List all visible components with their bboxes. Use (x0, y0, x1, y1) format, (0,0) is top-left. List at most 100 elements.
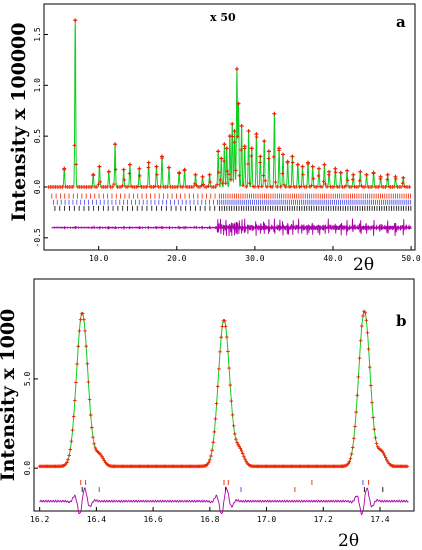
y-tick-label: 1.0 (33, 78, 42, 93)
observed-peak-point (258, 154, 263, 159)
observed-point (261, 173, 266, 178)
observed-peak-point (177, 170, 182, 175)
observed-peak-point (364, 172, 369, 177)
observed-peak-point (227, 134, 232, 139)
observed-point (289, 184, 293, 189)
observed-peak-point (216, 149, 221, 154)
observed-point (230, 413, 235, 417)
observed-peak-point (113, 142, 118, 147)
observed-peak-point (106, 169, 111, 174)
y-tick-label: 1.5 (33, 27, 42, 42)
observed-point (105, 185, 109, 189)
observed-peak-point (401, 175, 406, 180)
observed-point (347, 459, 352, 464)
observed-point (94, 185, 99, 189)
observed-point (144, 185, 149, 189)
observed-point (96, 182, 101, 187)
panel-a-plot-area (46, 18, 412, 237)
observed-point (66, 457, 70, 462)
panel-b-letter: b (396, 312, 407, 330)
observed-point (227, 366, 231, 370)
observed-point (215, 384, 220, 389)
observed-peak-point (121, 167, 126, 172)
observed-peak-point (91, 172, 96, 177)
calculated-profile (39, 310, 409, 467)
observed-peak-point (277, 146, 282, 151)
observed-point (112, 182, 116, 186)
observed-point (282, 183, 286, 187)
observed-point (357, 356, 362, 360)
observed-point (297, 185, 302, 189)
observed-point (266, 156, 271, 161)
panel-a-ylabel: Intensity x 100000 (8, 23, 30, 222)
observed-point (232, 432, 237, 436)
observed-point (76, 344, 81, 349)
observed-point (206, 460, 211, 465)
x-tick-label: 50.0 (401, 254, 420, 263)
observed-point (91, 435, 95, 439)
observed-point (383, 185, 388, 189)
observed-peak-point (200, 174, 205, 179)
observed-point (265, 185, 269, 189)
panel-b-y-ticks: 0.0 5.0 (23, 372, 38, 475)
observed-point (110, 185, 115, 189)
observed-point (218, 350, 222, 354)
observed-point (356, 185, 360, 189)
observed-point (346, 461, 351, 466)
observed-point (294, 185, 298, 189)
observed-point (88, 413, 93, 417)
observed-peak-point (224, 146, 229, 151)
observed-point (113, 167, 118, 172)
observed-point (72, 143, 77, 148)
observed-peak-point (137, 166, 142, 171)
observed-point (232, 140, 237, 145)
observed-point (214, 401, 219, 406)
observed-point (358, 338, 363, 343)
observed-point (229, 177, 233, 182)
observed-point (271, 155, 276, 159)
observed-point (213, 417, 218, 421)
observed-point (89, 185, 94, 189)
observed-point (316, 174, 321, 178)
observed-point (344, 184, 348, 188)
observed-point (74, 380, 78, 385)
observed-point (244, 185, 249, 189)
observed-point (69, 439, 74, 443)
panel-b-x-ticks: 16.2 16.4 16.6 16.8 17.0 17.2 17.4 (30, 507, 390, 524)
reflection-tick-row (80, 479, 384, 493)
observed-point (80, 311, 85, 316)
x-tick-label: 16.2 (30, 515, 49, 524)
observed-point (384, 458, 389, 462)
observed-point (222, 318, 227, 323)
observed-point (206, 184, 211, 188)
observed-peak-point (295, 162, 300, 167)
observed-point (60, 185, 65, 189)
observed-point (155, 172, 159, 177)
observed-point (321, 179, 326, 184)
observed-point (364, 318, 369, 323)
observed-point (226, 349, 230, 354)
observed-point (85, 361, 90, 366)
observed-point (259, 184, 264, 189)
observed-point (158, 185, 163, 189)
observed-point (367, 365, 372, 369)
observed-peak-point (234, 67, 239, 72)
observed-point (217, 170, 221, 175)
difference-curve (51, 218, 412, 237)
panel-b: Intensity x 1000 2θ b 16.2 16.4 16.6 16.8 17… (0, 278, 415, 550)
observed-point (209, 454, 213, 458)
observed-peak-point (316, 166, 321, 171)
observed-point (134, 185, 139, 189)
observed-peak-point (146, 160, 151, 165)
observed-point (349, 185, 353, 189)
observed-peak-point (207, 172, 212, 177)
observed-point (235, 440, 239, 445)
observed-point (370, 400, 374, 405)
observed-point (228, 383, 233, 387)
reflection-tick-row (54, 205, 412, 211)
observed-point (365, 331, 370, 335)
observed-point (371, 415, 375, 420)
observed-point (392, 185, 396, 189)
x-tick-label: 17.2 (314, 515, 333, 524)
y-tick-label: 0.5 (33, 129, 42, 144)
